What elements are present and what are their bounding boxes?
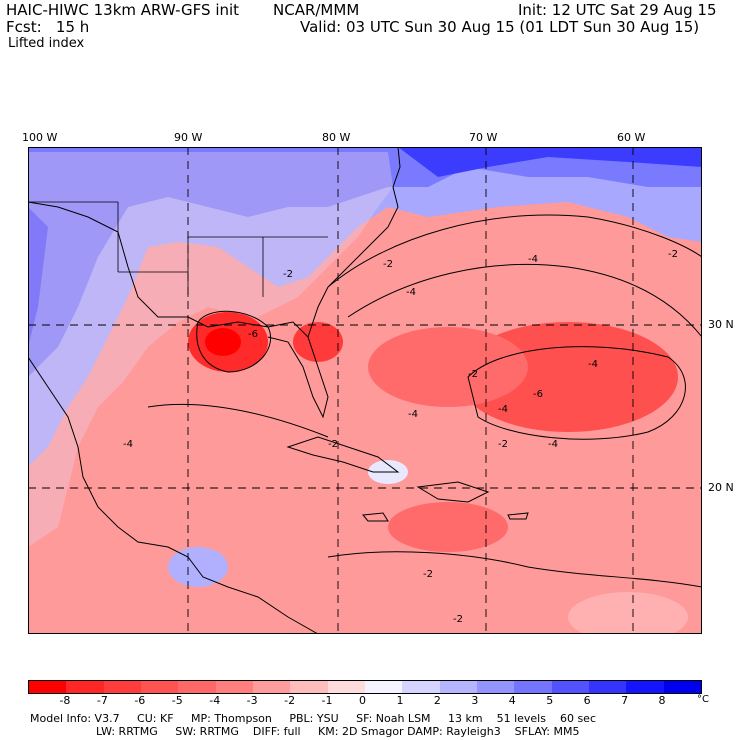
unstable-core-max xyxy=(205,328,241,356)
contour-label: -4 xyxy=(548,439,558,450)
colorbar-swatch xyxy=(439,681,477,693)
contour-label: -4 xyxy=(498,404,508,415)
colorbar-swatch xyxy=(215,681,253,693)
colorbar-tick-label: -4 xyxy=(209,694,221,707)
lon-label: 90 W xyxy=(174,131,203,144)
contour-line xyxy=(327,214,702,288)
model-info-line1: Model Info: V3.7 CU: KF MP: Thompson PBL… xyxy=(30,712,596,725)
organization-label: NCAR/MMM xyxy=(273,1,360,19)
stable-region-core xyxy=(28,147,702,377)
contour-label: -4 xyxy=(408,409,418,420)
stable-region-strong xyxy=(398,147,702,177)
contour-line xyxy=(467,346,686,440)
field-name: Lifted index xyxy=(8,36,85,51)
colorbar-tick-label: -2 xyxy=(284,694,296,707)
unstable-core-florida xyxy=(293,322,343,362)
lifted-index-map: -2 -4 -6 -2 -4 -2 -4 -2 -2 -4 -6 -4 -4 -2 -4 -2 -2 xyxy=(28,147,702,634)
colorbar-tick-label: 3 xyxy=(471,694,479,707)
contour-label: -2 xyxy=(468,369,478,380)
colorbar-tick-label: 6 xyxy=(583,694,591,707)
colorbar-swatch xyxy=(66,681,104,693)
contour-label: -2 xyxy=(498,439,508,450)
colorbar-tick-label: -1 xyxy=(321,694,333,707)
colorbar-swatch xyxy=(551,681,589,693)
contour-label: -6 xyxy=(248,329,258,340)
colorbar-swatch xyxy=(103,681,141,693)
colorbar-swatch xyxy=(364,681,403,693)
contour-label: -2 xyxy=(668,249,678,260)
graticule xyxy=(28,147,702,634)
land-overlay xyxy=(28,152,393,547)
contour-label: -4 xyxy=(406,287,416,298)
lon-label: 100 W xyxy=(22,131,58,144)
contour-line xyxy=(327,551,702,588)
colorbar-swatch xyxy=(327,681,365,693)
stable-region-texas xyxy=(28,207,48,347)
contour-line xyxy=(196,310,272,373)
contour-label: -2 xyxy=(283,269,293,280)
lon-label: 80 W xyxy=(322,131,351,144)
lon-label: 70 W xyxy=(469,131,498,144)
colorbar xyxy=(28,680,702,694)
colorbar-tick-label: -3 xyxy=(246,694,258,707)
map-frame xyxy=(28,147,702,634)
colorbar-unit: °C xyxy=(697,694,709,705)
colorbar-swatch xyxy=(290,681,328,693)
colorbar-tick-label: -7 xyxy=(96,694,108,707)
contour-label: -4 xyxy=(123,439,133,450)
weak-area-southeast xyxy=(568,592,688,634)
stable-region-north xyxy=(28,147,702,467)
puerto-rico-outline xyxy=(507,512,529,520)
lon-label: 60 W xyxy=(617,131,646,144)
init-time: Init: 12 UTC Sat 29 Aug 15 xyxy=(518,1,717,19)
gulf-coastline xyxy=(28,201,329,419)
unstable-area-bahamas xyxy=(368,327,528,407)
lat-label: 30 N xyxy=(708,318,734,331)
stable-patch-central-america xyxy=(168,547,228,587)
colorbar-tick-label: 5 xyxy=(546,694,554,707)
colorbar-tick-label: 2 xyxy=(433,694,441,707)
colorbar-tick-label: 0 xyxy=(359,694,366,707)
colorbar-swatch xyxy=(476,681,515,693)
cuba-outline xyxy=(286,436,400,473)
unstable-area-caribbean xyxy=(388,502,508,552)
colorbar-tick-label: 7 xyxy=(621,694,629,707)
colorbar-swatch xyxy=(140,681,179,693)
colorbar-tick-label: -8 xyxy=(59,694,71,707)
contour-line xyxy=(147,403,329,438)
colorbar-tick-label: -6 xyxy=(134,694,146,707)
contour-label: -4 xyxy=(528,254,538,265)
lat-label: 20 N xyxy=(708,481,734,494)
colorbar-swatch xyxy=(626,681,664,693)
colorbar-swatch xyxy=(29,681,67,693)
model-info-line2: LW: RRTMG SW: RRTMG DIFF: full KM: 2D Sm… xyxy=(96,725,580,738)
hispaniola-outline xyxy=(416,481,490,503)
atlantic-coastline xyxy=(307,147,401,338)
colorbar-tick-label: 1 xyxy=(396,694,404,707)
colorbar-tick-label: 8 xyxy=(658,694,666,707)
contour-label: -2 xyxy=(453,614,463,625)
colorbar-swatch xyxy=(588,681,627,693)
colorbar-tick-label: -5 xyxy=(171,694,183,707)
contour-label: -2 xyxy=(423,569,433,580)
colorbar-swatch xyxy=(252,681,291,693)
mexico-coastline xyxy=(28,356,319,634)
model-title: HAIC-HIWC 13km ARW-GFS init xyxy=(6,1,240,19)
contour-label: -6 xyxy=(533,389,543,400)
colorbar-swatch xyxy=(514,681,552,693)
jamaica-outline xyxy=(362,512,389,522)
forecast-hour: Fcst: 15 h xyxy=(6,18,90,36)
contour-labels: -2 -4 -6 -2 -4 -2 -4 -2 -2 -4 -6 -4 -4 -2 -4 -2 -2 xyxy=(123,249,678,625)
contour-label: -2 xyxy=(328,439,338,450)
contour-label: -2 xyxy=(383,259,393,270)
colorbar-swatch xyxy=(178,681,216,693)
contour-line xyxy=(347,263,702,338)
valid-time: Valid: 03 UTC Sun 30 Aug 15 (01 LDT Sun … xyxy=(300,18,700,36)
colorbar-tick-label: 4 xyxy=(508,694,516,707)
contour-label: -4 xyxy=(588,359,598,370)
colorbar-swatch xyxy=(663,681,701,693)
colorbar-swatch xyxy=(402,681,440,693)
